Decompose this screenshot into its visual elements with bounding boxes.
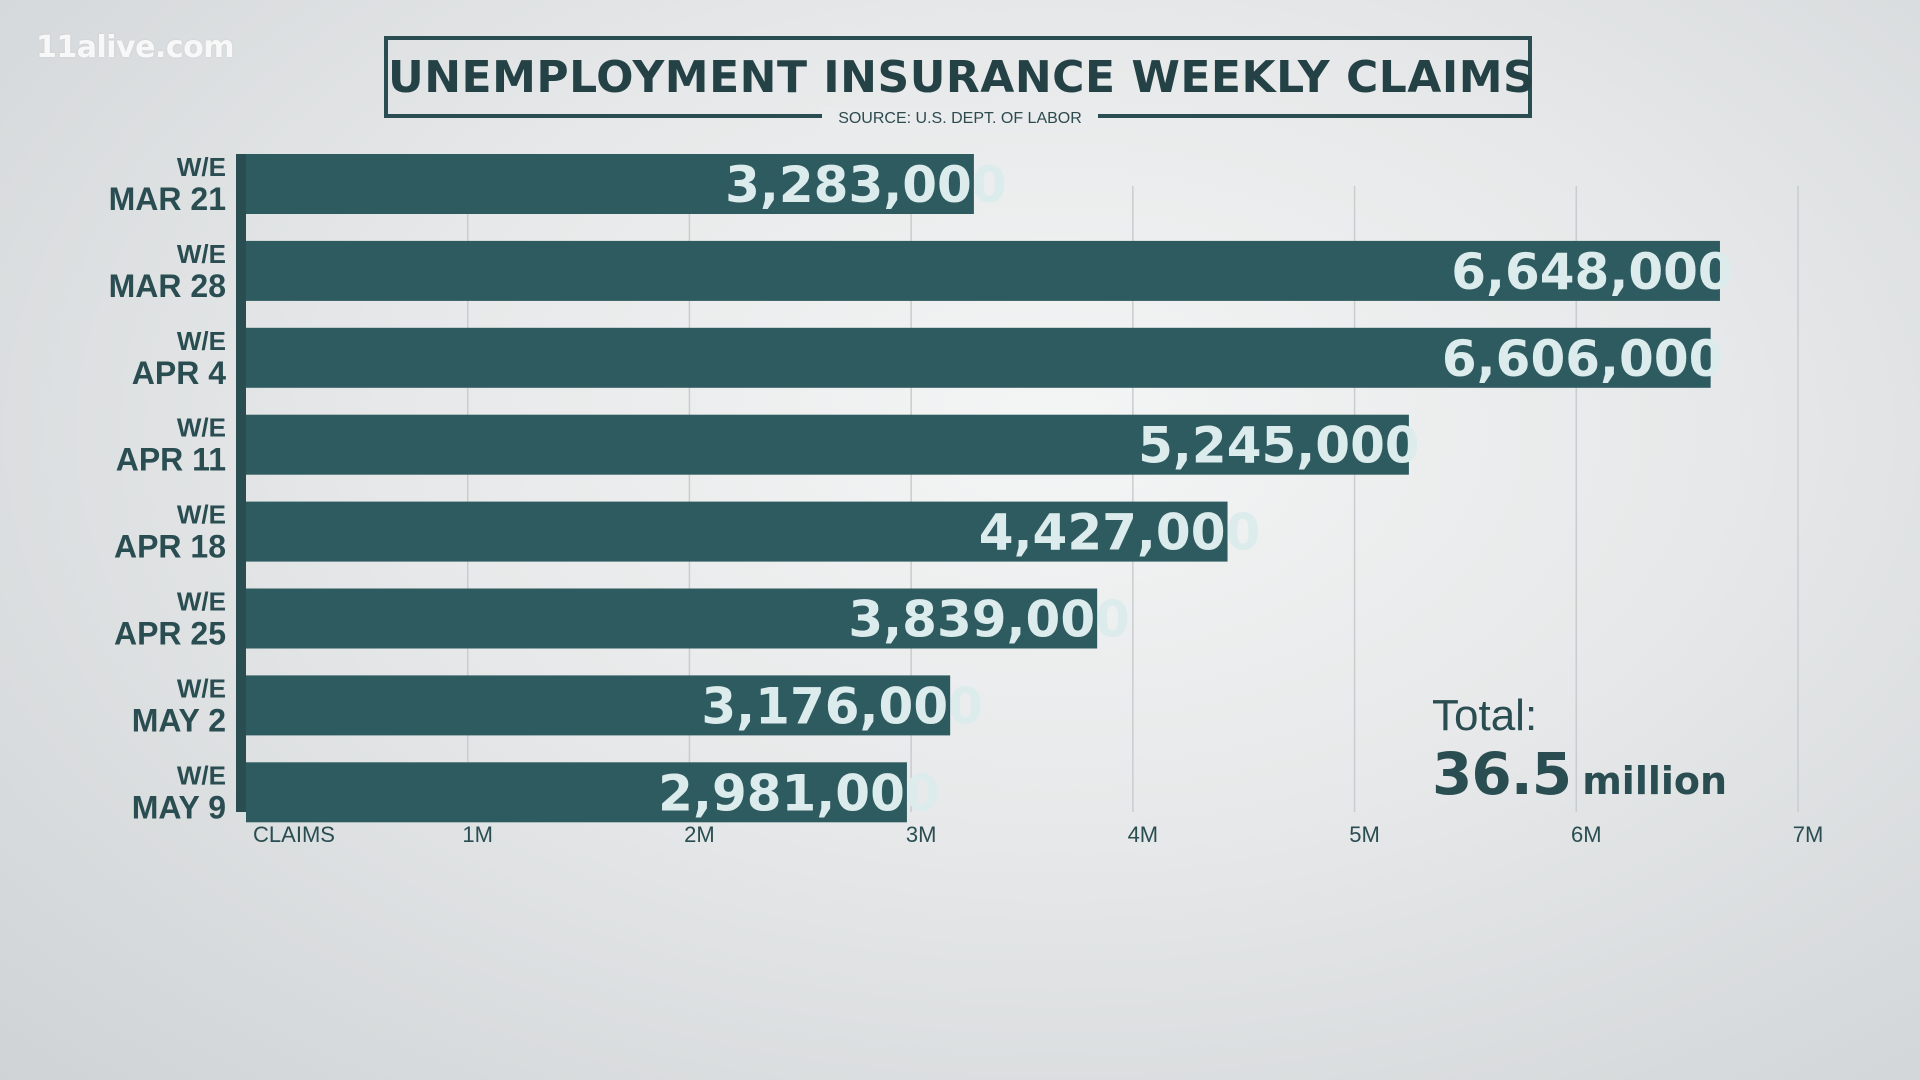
total-block: Total: 36.5 million <box>1432 691 1727 809</box>
bar-mar-21 <box>246 154 974 214</box>
x-tick-label: 2M <box>684 822 715 847</box>
y-axis-line <box>236 154 246 812</box>
bar-value-label: 6,648,000 <box>1451 243 1733 301</box>
category-label-line2: APR 11 <box>116 442 226 478</box>
chart-title: UNEMPLOYMENT INSURANCE WEEKLY CLAIMS <box>388 52 1536 103</box>
category-label-line2: MAY 2 <box>132 702 226 738</box>
bar-apr-11 <box>246 414 1409 475</box>
total-value: 36.5 <box>1432 740 1572 808</box>
category-label-line1: W/E <box>177 760 226 790</box>
category-label-line2: APR 18 <box>114 529 226 565</box>
x-tick-label: 5M <box>1349 822 1380 847</box>
category-label-line2: MAR 28 <box>109 268 226 304</box>
station-watermark: 11alive.com <box>36 30 235 65</box>
bar-may-2 <box>246 675 951 736</box>
category-label-line1: W/E <box>177 326 226 356</box>
category-label-line2: APR 25 <box>114 616 226 652</box>
category-label-line1: W/E <box>177 413 226 443</box>
category-label-line2: APR 4 <box>132 355 226 391</box>
source-label: SOURCE: U.S. DEPT. OF LABOR <box>822 106 1098 132</box>
category-label-line1: W/E <box>177 239 226 269</box>
bar-value-label: 2,981,000 <box>658 764 940 822</box>
bar-value-label: 6,606,000 <box>1442 330 1724 388</box>
category-label-line1: W/E <box>177 500 226 530</box>
total-label: Total: <box>1432 691 1538 740</box>
x-tick-label: 4M <box>1128 822 1159 847</box>
x-tick-label: 3M <box>906 822 937 847</box>
bar-value-label: 3,176,000 <box>701 677 983 735</box>
source-line: SOURCE: U.S. DEPT. OF LABOR <box>0 106 1920 132</box>
x-tick-label: 6M <box>1571 822 1602 847</box>
bar-mar-28 <box>246 240 1720 301</box>
category-label-line1: W/E <box>177 152 226 182</box>
x-tick-label: 1M <box>462 822 493 847</box>
bar-apr-4 <box>246 327 1711 388</box>
x-axis-title: CLAIMS <box>253 822 335 847</box>
bar-value-label: 3,283,000 <box>725 156 1007 214</box>
total-unit: million <box>1582 759 1728 803</box>
bar-may-9 <box>246 762 907 823</box>
category-label-line2: MAR 21 <box>109 181 226 217</box>
category-label-line1: W/E <box>177 587 226 617</box>
bar-value-label: 5,245,000 <box>1138 417 1420 475</box>
bar-value-label: 4,427,000 <box>979 504 1261 562</box>
total-value-row: 36.5 million <box>1432 740 1727 808</box>
x-tick-label: 7M <box>1793 822 1824 847</box>
bar-apr-25 <box>246 588 1098 649</box>
bar-value-label: 3,839,000 <box>848 591 1130 649</box>
bar-apr-18 <box>246 501 1228 562</box>
category-label-line2: MAY 9 <box>132 789 226 825</box>
category-label-line1: W/E <box>177 673 226 703</box>
